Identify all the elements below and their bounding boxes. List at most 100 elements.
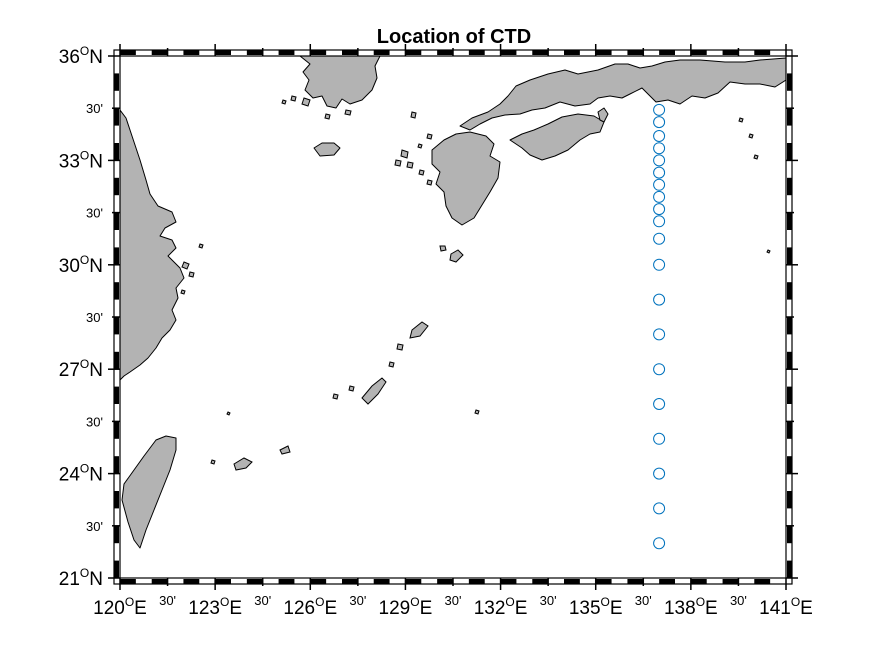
y-minor-tick-label: 30' <box>86 414 103 429</box>
landmass-china-coast <box>120 109 185 381</box>
frame-band-segment <box>722 579 739 584</box>
x-minor-tick-label: 30' <box>349 593 366 608</box>
frame-band-segment <box>114 73 119 91</box>
islet <box>290 95 297 102</box>
frame-band-segment <box>564 50 580 55</box>
islet <box>198 243 204 249</box>
islet <box>426 133 433 140</box>
degree-symbol: O <box>696 595 705 609</box>
hemisphere-suffix: N <box>89 256 103 277</box>
frame-band-segment <box>787 177 792 196</box>
islet <box>188 271 195 278</box>
frame-band-segment <box>627 579 644 584</box>
frame-band-segment <box>114 351 119 370</box>
frame-band-segment <box>310 50 327 55</box>
ctd-station-marker <box>653 154 666 167</box>
frame-band-segment <box>114 108 119 126</box>
x-minor-tick-label: 30' <box>445 593 462 608</box>
islet <box>410 111 417 119</box>
hemisphere-suffix: E <box>134 598 147 619</box>
y-tick-label: 36ON <box>59 44 103 68</box>
x-minor-tick-label: 30' <box>730 593 747 608</box>
x-minor-tick-label: 30' <box>635 593 652 608</box>
islet-tanegashima <box>449 249 464 263</box>
frame-band-segment <box>405 579 422 584</box>
degree-symbol: O <box>315 595 324 609</box>
ctd-stations <box>653 103 666 550</box>
frame-band-segment <box>754 579 771 584</box>
map-title: Location of CTD <box>377 26 531 48</box>
frame-band-segment <box>659 50 675 55</box>
ctd-station-marker <box>653 116 666 129</box>
islet <box>400 149 409 159</box>
frame-band-segment <box>114 386 119 404</box>
frame-band-segment <box>215 579 231 584</box>
x-minor-tick-label: 30' <box>254 593 271 608</box>
frame-band-segment <box>114 560 119 578</box>
frame-band-segment <box>787 491 792 509</box>
hemisphere-suffix: E <box>515 598 528 619</box>
y-tick-label: 30ON <box>59 253 103 277</box>
frame-band-segment <box>373 50 390 55</box>
frame-band-segment <box>215 50 231 55</box>
degree-symbol: O <box>220 595 229 609</box>
x-minor-tick-label: 30' <box>540 593 557 608</box>
y-tick-label: 27ON <box>59 357 103 381</box>
x-tick-label: 126OE <box>283 595 337 619</box>
frame-band-segment <box>278 579 295 584</box>
frame-band-segment <box>787 351 792 370</box>
islet <box>226 411 231 416</box>
hemisphere-suffix: N <box>89 151 103 172</box>
ctd-station-marker <box>653 432 666 445</box>
frame-band-segment <box>151 579 168 584</box>
hemisphere-suffix: N <box>89 569 103 590</box>
landmass-shikoku <box>509 113 605 161</box>
islet <box>417 143 423 149</box>
islet <box>474 409 480 415</box>
frame-band-segment <box>787 525 792 544</box>
frame-band-segment <box>373 579 390 584</box>
frame-band-segment <box>114 143 119 161</box>
frame-band-segment <box>114 212 119 230</box>
frame-band-segment <box>468 579 485 584</box>
frame-band-segment <box>114 247 119 265</box>
frame-band-segment <box>114 525 119 544</box>
frame-band-segment <box>151 50 168 55</box>
islet <box>324 113 331 120</box>
ctd-station-marker <box>653 166 666 179</box>
frame-band-segment <box>120 579 136 584</box>
frame-band-segment <box>787 73 792 91</box>
hemisphere-suffix: N <box>89 47 103 68</box>
frame-band-segment <box>595 50 612 55</box>
islet <box>418 169 425 176</box>
degree-symbol: O <box>80 566 89 580</box>
islet <box>332 393 339 400</box>
frame-band-segment <box>114 282 119 300</box>
y-minor-tick-label: 30' <box>86 310 103 325</box>
frame-band-segment <box>595 579 612 584</box>
frame-band-segment <box>120 50 136 55</box>
y-minor-tick-label: 30' <box>86 519 103 534</box>
frame-band-segment <box>532 579 549 584</box>
frame-band-segment <box>437 579 453 584</box>
hemisphere-suffix: N <box>89 465 103 486</box>
plot-border-inner <box>119 55 787 579</box>
frame-band-segment <box>114 421 119 439</box>
frame-band-segment <box>787 560 792 578</box>
ctd-station-marker <box>653 328 666 341</box>
islet <box>738 117 744 123</box>
degree-symbol: O <box>601 595 610 609</box>
frame-band-segment <box>787 282 792 300</box>
frame-band-segment <box>690 579 707 584</box>
y-minor-tick-label: 30' <box>86 101 103 116</box>
hemisphere-suffix: E <box>800 598 813 619</box>
hemisphere-suffix: E <box>324 598 337 619</box>
frame-band-segment <box>183 50 200 55</box>
islet <box>396 343 404 351</box>
frame-band-segment <box>787 456 792 474</box>
x-tick-label: 120OE <box>93 595 147 619</box>
hemisphere-suffix: E <box>420 598 433 619</box>
frame-band-segment <box>183 579 200 584</box>
degree-symbol: O <box>125 595 134 609</box>
x-tick-label: 138OE <box>664 595 718 619</box>
